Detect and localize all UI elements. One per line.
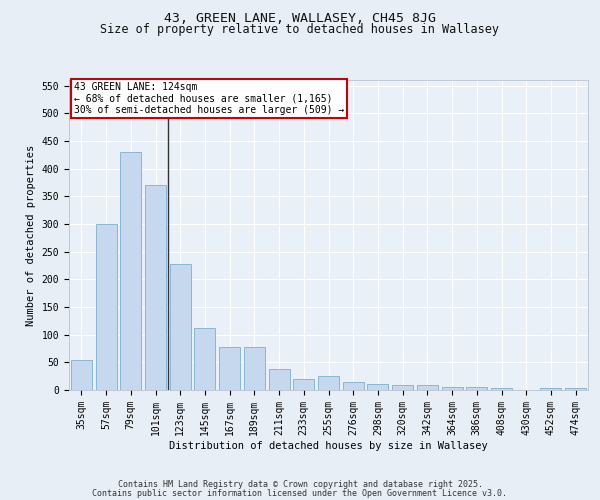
Bar (565, 388, 586, 390)
Bar (293, 379, 314, 390)
Bar (491, 388, 512, 390)
Bar (318, 376, 339, 390)
X-axis label: Distribution of detached houses by size in Wallasey: Distribution of detached houses by size … (169, 440, 488, 450)
Bar (95, 224, 116, 390)
Bar (120, 152, 141, 390)
Text: 43, GREEN LANE, WALLASEY, CH45 8JG: 43, GREEN LANE, WALLASEY, CH45 8JG (164, 12, 436, 26)
Bar (541, 388, 562, 390)
Bar (71, 360, 92, 390)
Text: 43 GREEN LANE: 124sqm
← 68% of detached houses are smaller (1,165)
30% of semi-d: 43 GREEN LANE: 124sqm ← 68% of detached … (74, 82, 344, 115)
Bar (145, 185, 166, 390)
Bar (466, 387, 487, 390)
Bar (343, 382, 364, 390)
Y-axis label: Number of detached properties: Number of detached properties (26, 144, 36, 326)
Bar (417, 385, 438, 390)
Bar (170, 264, 191, 390)
Bar (367, 384, 388, 390)
Text: Contains HM Land Registry data © Crown copyright and database right 2025.: Contains HM Land Registry data © Crown c… (118, 480, 482, 489)
Bar (269, 369, 290, 390)
Bar (219, 348, 240, 390)
Text: Contains public sector information licensed under the Open Government Licence v3: Contains public sector information licen… (92, 489, 508, 498)
Bar (392, 385, 413, 390)
Bar (442, 386, 463, 390)
Bar (244, 348, 265, 390)
Text: Size of property relative to detached houses in Wallasey: Size of property relative to detached ho… (101, 22, 499, 36)
Bar (194, 328, 215, 390)
